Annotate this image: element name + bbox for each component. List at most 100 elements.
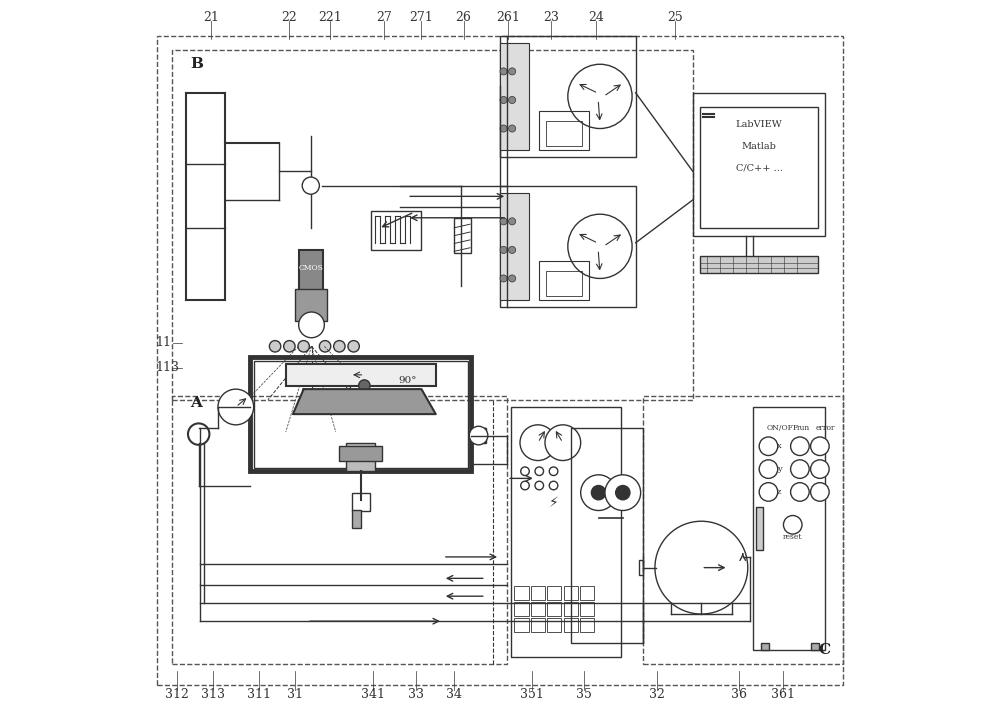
Bar (547, 618, 561, 632)
Text: 261: 261 (496, 11, 520, 24)
Circle shape (814, 463, 826, 475)
Bar (172, 396, 507, 664)
Circle shape (509, 275, 516, 282)
Circle shape (500, 125, 507, 132)
Bar (539, 111, 589, 150)
Text: 32: 32 (649, 688, 665, 700)
Text: 22: 22 (281, 11, 297, 24)
Bar (346, 443, 375, 471)
Circle shape (298, 341, 309, 352)
Circle shape (319, 341, 331, 352)
Bar (564, 618, 578, 632)
Circle shape (500, 275, 507, 282)
Bar (172, 50, 693, 400)
Bar (454, 218, 471, 253)
Circle shape (568, 64, 632, 129)
Text: 26: 26 (456, 11, 472, 24)
Circle shape (334, 341, 345, 352)
Circle shape (549, 467, 558, 476)
Text: 351: 351 (520, 688, 544, 700)
Bar (500, 193, 529, 300)
Bar (514, 618, 529, 632)
Bar (531, 586, 545, 600)
Text: 361: 361 (771, 688, 795, 700)
Circle shape (535, 481, 544, 490)
Circle shape (521, 467, 529, 476)
Text: 23: 23 (543, 11, 559, 24)
Bar (531, 602, 545, 616)
Circle shape (655, 521, 748, 614)
Bar (547, 602, 561, 616)
Circle shape (794, 486, 806, 498)
Bar (546, 121, 582, 146)
Bar (756, 507, 763, 550)
Bar (471, 428, 486, 443)
Circle shape (759, 437, 778, 456)
Bar (352, 493, 370, 511)
Text: C/C++ ...: C/C++ ... (736, 164, 783, 172)
Circle shape (269, 341, 281, 352)
Text: 11: 11 (156, 336, 172, 349)
Bar (295, 289, 327, 321)
Text: B: B (190, 57, 203, 71)
Circle shape (568, 214, 632, 278)
Circle shape (549, 481, 558, 490)
Circle shape (469, 426, 488, 445)
Text: 341: 341 (361, 688, 385, 700)
Bar (352, 510, 361, 528)
Circle shape (188, 423, 209, 445)
Circle shape (500, 68, 507, 75)
Text: 24: 24 (588, 11, 604, 24)
Bar (371, 211, 421, 250)
Circle shape (284, 341, 295, 352)
Bar (700, 107, 818, 228)
Text: run: run (796, 424, 810, 433)
Circle shape (791, 460, 809, 478)
Bar (339, 446, 382, 461)
Bar (639, 560, 643, 575)
Text: 113: 113 (156, 361, 180, 374)
Text: ⚡: ⚡ (549, 496, 558, 511)
Bar (514, 602, 529, 616)
Bar (761, 643, 769, 650)
Text: 27: 27 (376, 11, 391, 24)
Circle shape (591, 486, 606, 500)
Bar (643, 396, 843, 664)
Circle shape (545, 425, 581, 461)
Text: x: x (777, 442, 782, 451)
Circle shape (616, 486, 630, 500)
Text: z: z (777, 488, 781, 496)
Bar (700, 256, 818, 273)
Bar (580, 602, 594, 616)
Circle shape (783, 516, 802, 534)
Circle shape (348, 341, 359, 352)
Circle shape (814, 486, 826, 498)
Text: reset: reset (783, 533, 802, 541)
Text: A: A (191, 396, 202, 411)
Circle shape (509, 125, 516, 132)
Text: 33: 33 (408, 688, 424, 700)
Text: 25: 25 (667, 11, 683, 24)
Circle shape (581, 475, 616, 511)
Circle shape (787, 519, 798, 531)
Bar (299, 250, 323, 293)
Polygon shape (293, 389, 436, 414)
Circle shape (811, 483, 829, 501)
Text: error: error (816, 424, 835, 433)
Text: 31: 31 (287, 688, 303, 700)
Bar (531, 618, 545, 632)
Bar (250, 357, 471, 471)
Circle shape (791, 483, 809, 501)
Circle shape (794, 463, 806, 475)
Circle shape (302, 177, 319, 194)
Text: 21: 21 (203, 11, 219, 24)
Circle shape (500, 218, 507, 225)
Bar (500, 186, 636, 307)
Bar (546, 271, 582, 296)
Text: 90°: 90° (398, 376, 416, 385)
Bar (580, 618, 594, 632)
Bar (539, 261, 589, 300)
Circle shape (359, 380, 370, 391)
Circle shape (763, 441, 774, 452)
Circle shape (811, 460, 829, 478)
